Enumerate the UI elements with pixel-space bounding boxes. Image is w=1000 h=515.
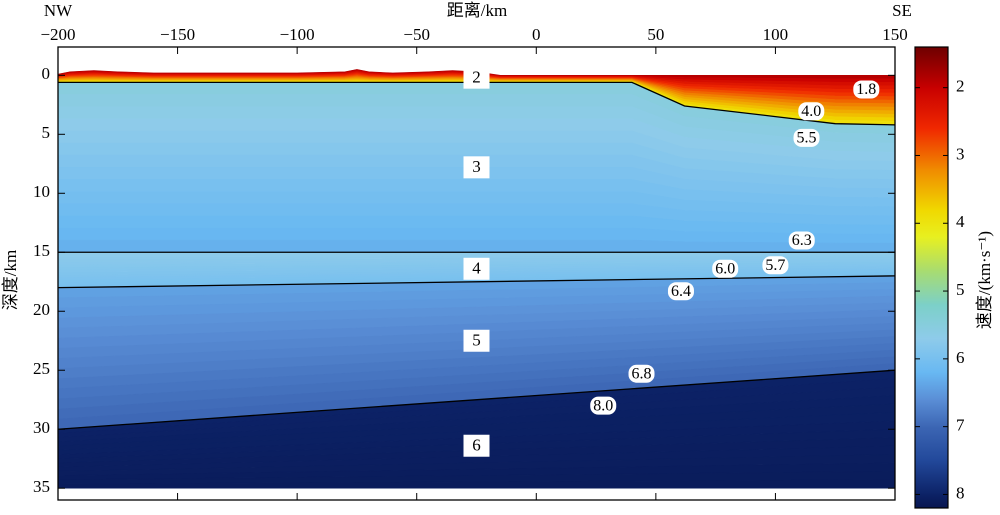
right-label: SE — [892, 1, 912, 20]
colorbar-segment — [915, 209, 948, 238]
x-tick-label: 150 — [882, 25, 908, 44]
colorbar-tick-label: 5 — [956, 280, 965, 299]
contour-label-bg — [793, 128, 820, 147]
layer-boundary — [57, 369, 896, 430]
contour-label: 5.5 — [797, 130, 817, 147]
contour-label: 6.8 — [632, 365, 652, 382]
layer-label: 5 — [472, 331, 481, 350]
layer-label: 4 — [472, 259, 481, 278]
contour-label-bg — [788, 231, 815, 250]
y-tick-label: 25 — [33, 359, 50, 378]
layer-label: 3 — [472, 157, 481, 176]
colorbar-tick-label: 8 — [956, 483, 965, 502]
contour-label-bg — [798, 102, 825, 121]
colorbar-segment — [915, 169, 948, 211]
colorbar-segment — [915, 236, 948, 272]
colorbar-segment — [915, 494, 948, 509]
contour-label-bg — [762, 256, 789, 275]
colorbar-segment — [915, 426, 948, 462]
colorbar-tick-label: 3 — [956, 144, 965, 163]
colorbar-segment — [915, 304, 948, 340]
contour-label: 5.7 — [765, 257, 785, 274]
contour-label-bg — [590, 396, 617, 415]
contour-label: 4.0 — [801, 103, 821, 120]
layer-label: 2 — [472, 68, 481, 87]
colorbar-frame — [914, 46, 949, 509]
y-tick-label: 5 — [42, 123, 51, 142]
y-tick-label: 15 — [33, 241, 50, 260]
layer-label-bg — [463, 329, 490, 352]
y-tick-label: 35 — [33, 477, 50, 496]
x-axis-title: 距离/km — [447, 1, 507, 20]
contour-label-bg — [853, 80, 880, 99]
layer-label-bg — [463, 156, 490, 179]
colorbar-segment — [915, 460, 948, 495]
contour-label: 6.4 — [671, 283, 691, 300]
contour-label: 8.0 — [593, 397, 613, 414]
colorbar-segment — [915, 47, 948, 89]
colorbar-segment — [915, 372, 948, 401]
colorbar-tick-label: 2 — [956, 77, 965, 96]
layer-boundary — [57, 275, 896, 289]
contour-label: 6.3 — [792, 232, 812, 249]
contour-label-bg — [712, 259, 739, 278]
contour-label: 1.8 — [856, 81, 876, 98]
x-tick-label: −200 — [40, 25, 75, 44]
x-tick-label: −50 — [403, 25, 430, 44]
layer-boundary — [58, 81, 896, 126]
x-tick-label: 100 — [763, 25, 789, 44]
colorbar-segment — [915, 87, 948, 129]
contour-label: 6.0 — [715, 260, 735, 277]
colorbar-title: 速度/(km·s⁻¹) — [975, 231, 994, 329]
y-tick-label: 0 — [42, 64, 51, 83]
contour-label-bg — [667, 282, 694, 301]
colorbar-tick-label: 6 — [956, 348, 965, 367]
y-axis-title: 深度/km — [1, 250, 20, 310]
contour-label-bg — [628, 364, 655, 383]
colorbar-segment — [915, 399, 948, 428]
left-label: NW — [44, 1, 73, 20]
x-tick-label: −150 — [160, 25, 195, 44]
x-tick-label: 50 — [647, 25, 664, 44]
y-tick-label: 30 — [33, 418, 50, 437]
colorbar-segment — [915, 270, 948, 306]
x-tick-label: 0 — [532, 25, 541, 44]
colorbar-tick-label: 7 — [956, 416, 965, 435]
colorbar-tick-label: 4 — [956, 212, 965, 231]
colorbar-segment — [915, 338, 948, 373]
colorbar-segment — [915, 128, 948, 170]
layer-label-bg — [463, 66, 490, 89]
layer-label-bg — [463, 257, 490, 280]
y-tick-label: 10 — [33, 182, 50, 201]
plot-frame — [57, 46, 896, 501]
layer-label: 6 — [472, 436, 481, 455]
y-tick-label: 20 — [33, 300, 50, 319]
layer-label-bg — [463, 434, 490, 457]
x-tick-label: −100 — [280, 25, 315, 44]
